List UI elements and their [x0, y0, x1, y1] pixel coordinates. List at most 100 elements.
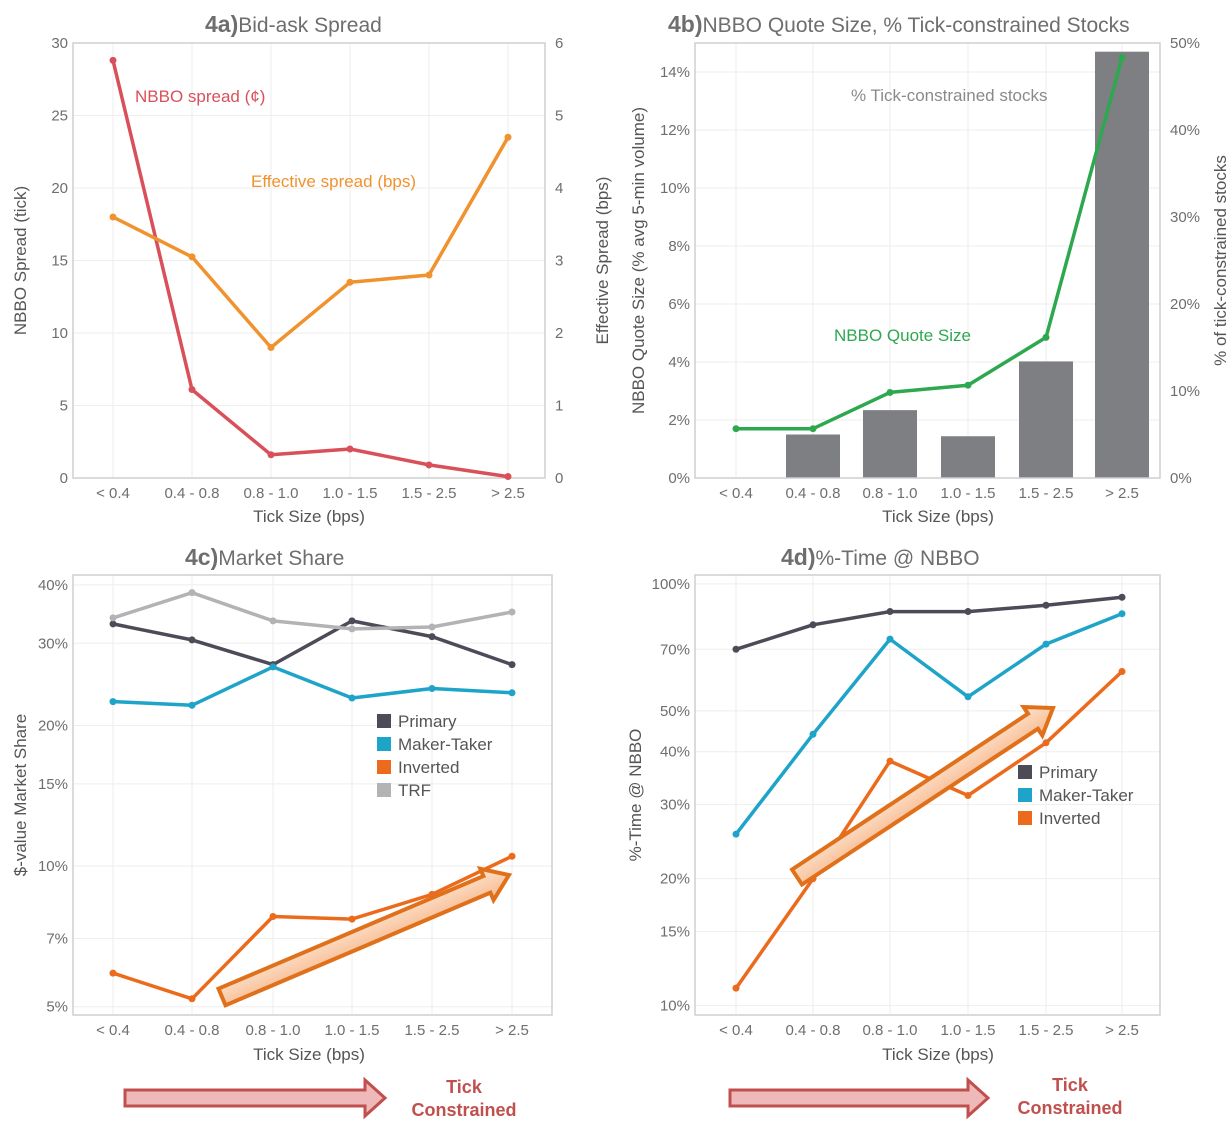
y-axis-label: %-Time @ NBBO [626, 729, 645, 862]
y-axis-label: $-value Market Share [11, 714, 30, 877]
data-point [188, 253, 196, 261]
data-point [1042, 333, 1050, 341]
y-tick-label: 10% [38, 858, 68, 875]
data-point [428, 685, 436, 693]
data-point [809, 621, 817, 629]
x-axis-label: Tick Size (bps) [882, 1045, 994, 1064]
x-tick-label: 0.8 - 1.0 [862, 485, 917, 502]
y-tick-label: 50% [660, 703, 690, 720]
series-line [112, 136, 510, 350]
chart-title: 4a)Bid-ask Spread [205, 11, 382, 37]
y2-tick-label: 6 [555, 35, 563, 52]
y2-tick-label: 0 [555, 470, 563, 487]
data-point [964, 791, 972, 799]
data-point [886, 388, 894, 396]
data-point [732, 984, 740, 992]
data-point [504, 133, 512, 141]
data-point [964, 608, 972, 616]
series-line [112, 854, 513, 1001]
y-tick-label: 12% [660, 122, 690, 139]
legend-swatch [1018, 788, 1032, 802]
data-point [1118, 610, 1126, 618]
x-tick-label: < 0.4 [719, 1022, 753, 1039]
data-point [886, 757, 894, 765]
legend-label: Maker-Taker [1039, 786, 1134, 805]
data-point [109, 614, 117, 622]
x-tick-label: 0.4 - 0.8 [785, 1022, 840, 1039]
y-tick-label: 40% [660, 744, 690, 761]
panel-4c: 4c)Market Share 5% 7% 10% 15% 20% 30% 40% < 0.4 0… [11, 544, 553, 1064]
data-point [1042, 739, 1050, 747]
data-point [732, 830, 740, 838]
series-annotation: Effective spread (bps) [251, 172, 416, 191]
legend-label: Maker-Taker [398, 735, 493, 754]
y2-axis-label: Effective Spread (bps) [593, 177, 612, 345]
data-point [109, 213, 117, 221]
y-tick-label: 30% [660, 796, 690, 813]
data-point [267, 344, 275, 351]
bar [1019, 361, 1073, 478]
data-point [732, 425, 740, 433]
data-point [886, 608, 894, 616]
y2-axis-label: % of tick-constrained stocks [1211, 155, 1230, 366]
legend-label: Inverted [1039, 809, 1100, 828]
chart-title: 4d)%-Time @ NBBO [781, 544, 980, 570]
chart-title-text: Bid-ask Spread [238, 14, 382, 37]
x-tick-label: 1.5 - 2.5 [404, 1022, 459, 1039]
y2-tick-label: 30% [1170, 209, 1200, 226]
data-point [508, 608, 516, 616]
legend-label: Primary [1039, 763, 1098, 782]
footer-right: Tick Constrained [728, 1075, 1123, 1120]
data-point [346, 278, 354, 286]
data-point [348, 617, 356, 625]
y-tick-label: 40% [38, 577, 68, 594]
data-point [425, 271, 433, 279]
y-tick-label: 10 [51, 325, 68, 342]
legend-label: Inverted [398, 758, 459, 777]
bar [786, 434, 840, 478]
chart-title-text: Market Share [218, 547, 344, 570]
plot-frame [72, 574, 553, 1016]
series-line [111, 59, 509, 479]
legend-swatch [377, 737, 391, 751]
y-tick-label: 10% [660, 998, 690, 1015]
footer-label-tick-right: Tick [1052, 1075, 1089, 1095]
data-point [188, 589, 196, 597]
x-tick-label: 1.0 - 1.5 [940, 1022, 995, 1039]
chart-title-prefix: 4d) [781, 544, 816, 570]
data-point [188, 636, 196, 644]
y2-tick-label: 40% [1170, 122, 1200, 139]
chart-title: 4b)NBBO Quote Size, % Tick-constrained S… [668, 11, 1130, 37]
x-tick-label: 1.0 - 1.5 [322, 485, 377, 502]
y-tick-label: 0% [668, 470, 690, 487]
data-point [504, 473, 512, 481]
bar [863, 410, 917, 478]
data-point [425, 461, 433, 469]
data-point [109, 969, 117, 977]
y2-tick-label: 2 [555, 325, 563, 342]
y-tick-label: 7% [46, 930, 68, 947]
y-tick-label: 15% [660, 923, 690, 940]
chart-title-prefix: 4b) [668, 11, 703, 37]
x-tick-label: 0.8 - 1.0 [862, 1022, 917, 1039]
x-axis-label: Tick Size (bps) [253, 507, 365, 526]
panel-4b: 4b)NBBO Quote Size, % Tick-constrained S… [629, 11, 1230, 526]
data-point [1118, 593, 1126, 601]
series-line [735, 595, 1123, 651]
data-point [964, 381, 972, 389]
x-tick-label: 0.8 - 1.0 [243, 485, 298, 502]
series-line [112, 619, 513, 667]
data-point [1042, 640, 1050, 648]
y2-tick-label: 50% [1170, 35, 1200, 52]
data-point [269, 663, 277, 671]
data-point [109, 56, 117, 64]
data-point [508, 661, 516, 669]
data-point [1118, 667, 1126, 675]
y-tick-label: 25 [51, 108, 68, 125]
plot-frame [694, 42, 1161, 479]
y-tick-label: 20 [51, 180, 68, 197]
series-annotation: % Tick-constrained stocks [851, 86, 1048, 105]
footer-arrow-right [728, 1076, 991, 1120]
footer-left: Tick Constrained [123, 1076, 517, 1120]
